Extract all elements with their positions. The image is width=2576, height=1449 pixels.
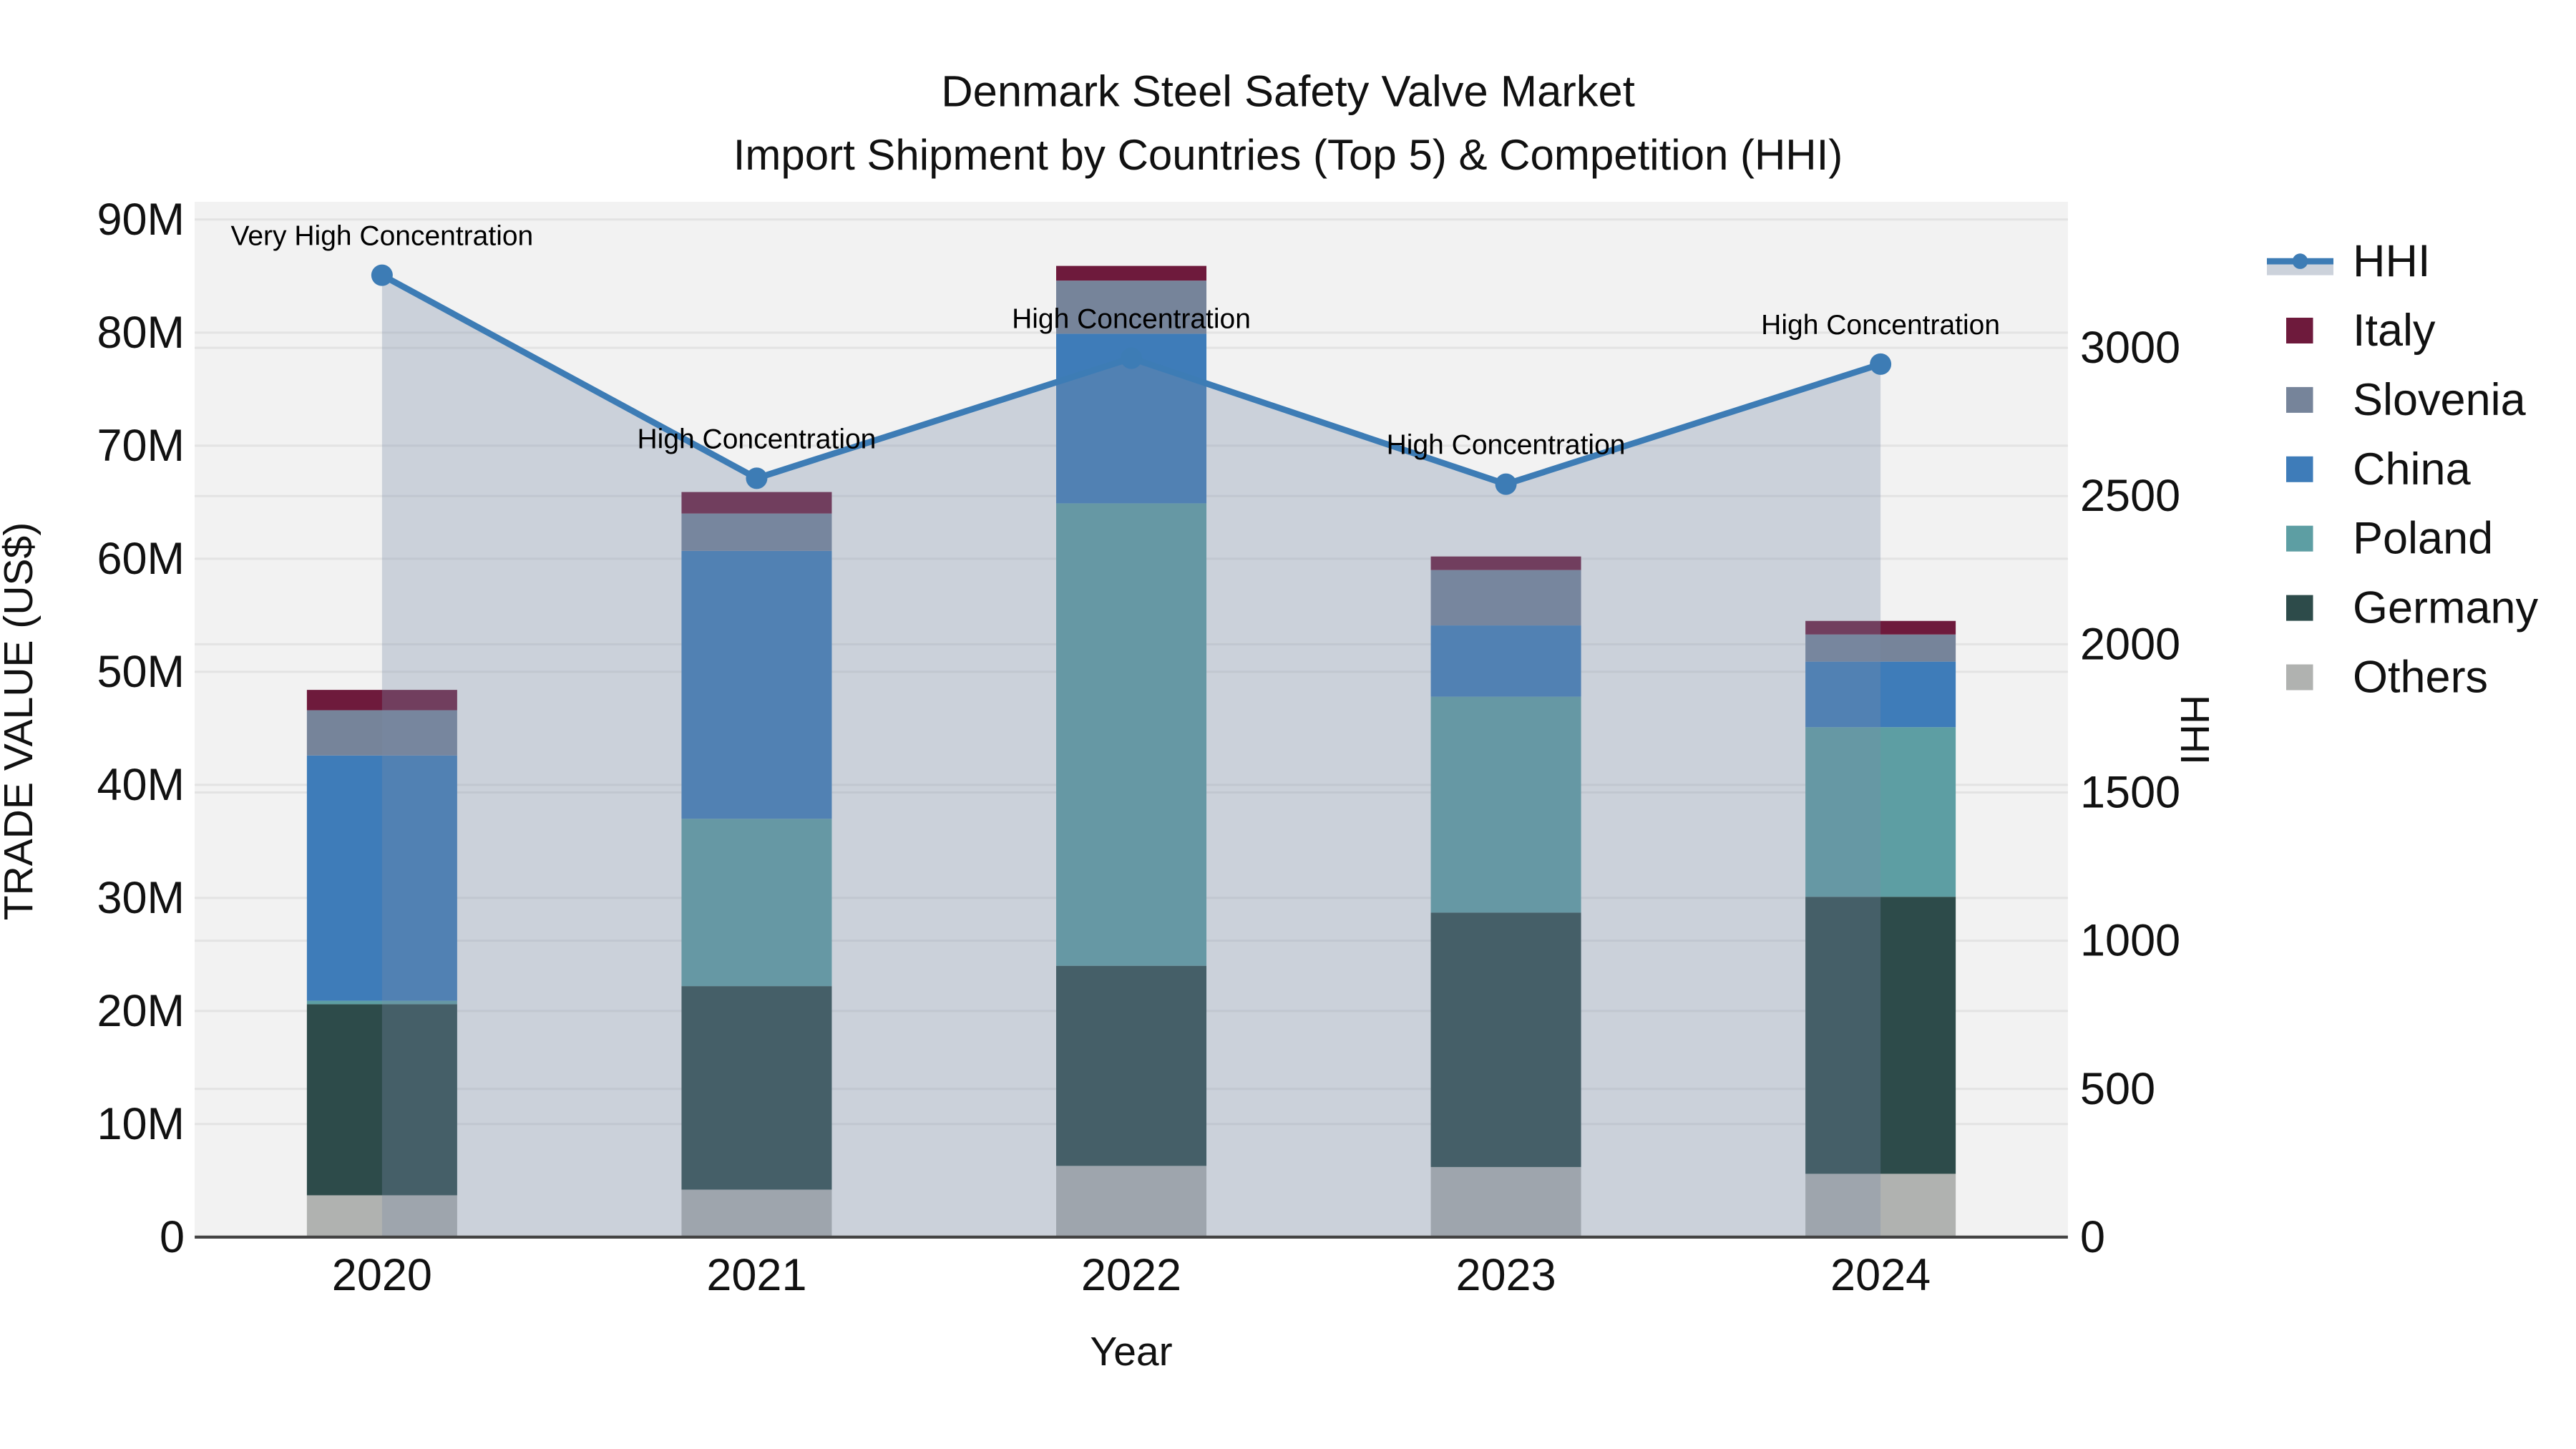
legend-item-china[interactable]: China <box>2286 444 2472 494</box>
x-tick-label-2022: 2022 <box>1081 1250 1181 1300</box>
y-right-tick-label-2500: 2500 <box>2080 471 2180 521</box>
chart-title: Denmark Steel Safety Valve Market <box>941 67 1635 117</box>
y-right-tick-label-3000: 3000 <box>2080 323 2180 373</box>
bar-segment-poland-2023[interactable] <box>1430 696 1581 913</box>
y-right-tick-label-1500: 1500 <box>2080 767 2180 817</box>
legend-label-china: China <box>2353 444 2472 494</box>
y-axis-title-right: HHI <box>2172 695 2218 765</box>
annotations-group: Very High Concentration High Concentratio… <box>231 221 2001 461</box>
hhi-marker-2024[interactable] <box>1870 353 1892 375</box>
bar-segment-china-2024[interactable] <box>1805 661 1956 728</box>
bar-segment-germany-2024[interactable] <box>1805 897 1956 1174</box>
bar-segment-italy-2021[interactable] <box>681 492 832 514</box>
bar-segment-germany-2023[interactable] <box>1430 912 1581 1167</box>
bar-segment-china-2021[interactable] <box>681 550 832 819</box>
x-tick-label-2024: 2024 <box>1830 1250 1931 1300</box>
bar-segment-poland-2022[interactable] <box>1056 503 1206 966</box>
x-tick-label-2021: 2021 <box>706 1250 806 1300</box>
y-left-tick-label-50M: 50M <box>97 647 185 697</box>
legend-item-poland[interactable]: Poland <box>2286 514 2493 564</box>
bar-segment-others-2020[interactable] <box>306 1195 457 1237</box>
bar-segment-china-2023[interactable] <box>1430 625 1581 697</box>
chart-subtitle: Import Shipment by Countries (Top 5) & C… <box>733 131 1843 179</box>
y-left-tick-label-30M: 30M <box>97 873 185 923</box>
bar-segment-others-2023[interactable] <box>1430 1166 1581 1237</box>
bar-segment-slovenia-2021[interactable] <box>681 513 832 551</box>
legend-label-slovenia: Slovenia <box>2353 375 2527 425</box>
bar-segment-italy-2023[interactable] <box>1430 556 1581 570</box>
annotation-2022: High Concentration <box>1012 304 1251 335</box>
legend-label-poland: Poland <box>2353 514 2493 564</box>
hhi-marker-2021[interactable] <box>746 467 768 489</box>
legend-item-hhi[interactable]: HHI <box>2267 236 2431 286</box>
stacked-bars-group <box>306 265 1956 1237</box>
y-right-tick-label-1000: 1000 <box>2080 916 2180 966</box>
annotation-2024: High Concentration <box>1761 310 2000 341</box>
bar-segment-poland-2021[interactable] <box>681 819 832 987</box>
bar-segment-italy-2022[interactable] <box>1056 265 1206 281</box>
legend-item-germany[interactable]: Germany <box>2286 583 2539 633</box>
bar-segment-italy-2020[interactable] <box>306 690 457 711</box>
legend-label-others: Others <box>2353 653 2488 703</box>
y-axis-title-left: TRADE VALUE (US$) <box>0 522 42 920</box>
axes-group: 0 10M 20M 30M 40M 50M 60M 70M 80M 90M 0 500 1000 1500… <box>97 195 2180 1300</box>
legend-swatch-others <box>2286 664 2313 691</box>
y-left-tick-label-40M: 40M <box>97 760 185 810</box>
bar-segment-slovenia-2022[interactable] <box>1056 280 1206 334</box>
bar-segment-italy-2024[interactable] <box>1805 620 1956 635</box>
legend-label-hhi: HHI <box>2353 236 2431 286</box>
hhi-marker-2022[interactable] <box>1121 347 1142 369</box>
bar-segment-germany-2022[interactable] <box>1056 965 1206 1166</box>
x-axis-title: Year <box>1090 1329 1172 1375</box>
y-left-tick-label-60M: 60M <box>97 534 185 584</box>
hhi-area-fill <box>381 275 1881 1237</box>
annotation-2023: High Concentration <box>1387 430 1626 461</box>
legend: HHI Italy Slovenia China Poland Germany Others <box>2267 236 2539 703</box>
bar-segment-china-2020[interactable] <box>306 755 457 1001</box>
bar-segment-slovenia-2023[interactable] <box>1430 570 1581 626</box>
y-right-tick-label-2000: 2000 <box>2080 619 2180 669</box>
legend-item-slovenia[interactable]: Slovenia <box>2286 375 2527 425</box>
bar-segment-poland-2020[interactable] <box>306 1000 457 1005</box>
legend-swatch-germany <box>2286 595 2313 621</box>
bar-segment-slovenia-2020[interactable] <box>306 710 457 756</box>
legend-swatch-italy <box>2286 318 2313 343</box>
x-tick-label-2023: 2023 <box>1455 1250 1556 1300</box>
annotation-2021: High Concentration <box>638 424 877 454</box>
y-right-tick-label-0: 0 <box>2080 1212 2105 1262</box>
bar-segment-germany-2020[interactable] <box>306 1004 457 1196</box>
hhi-line-group <box>371 264 1892 495</box>
bar-segment-poland-2024[interactable] <box>1805 727 1956 897</box>
y-left-tick-label-90M: 90M <box>97 195 185 245</box>
bar-segment-others-2021[interactable] <box>681 1189 832 1237</box>
bar-segment-others-2024[interactable] <box>1805 1174 1956 1237</box>
y-left-tick-label-70M: 70M <box>97 421 185 471</box>
hhi-marker-2020[interactable] <box>371 264 393 286</box>
legend-swatch-poland <box>2286 525 2313 552</box>
y-left-tick-label-10M: 10M <box>97 1099 185 1149</box>
legend-item-others[interactable]: Others <box>2286 653 2488 703</box>
y-left-tick-label-0: 0 <box>160 1212 185 1262</box>
bar-segment-germany-2021[interactable] <box>681 986 832 1190</box>
bar-segment-others-2022[interactable] <box>1056 1166 1206 1237</box>
y-left-tick-label-80M: 80M <box>97 308 185 358</box>
legend-swatch-slovenia <box>2286 386 2313 413</box>
annotation-2020: Very High Concentration <box>231 221 534 252</box>
legend-label-germany: Germany <box>2353 583 2539 633</box>
bar-segment-slovenia-2024[interactable] <box>1805 634 1956 662</box>
hhi-area-group <box>381 275 1881 1237</box>
hhi-marker-2023[interactable] <box>1495 473 1517 495</box>
legend-swatch-china <box>2286 456 2313 482</box>
legend-item-italy[interactable]: Italy <box>2286 306 2436 356</box>
legend-label-italy: Italy <box>2353 306 2436 356</box>
legend-hhi-marker-icon <box>2292 253 2308 269</box>
y-left-tick-label-20M: 20M <box>97 986 185 1036</box>
x-tick-label-2020: 2020 <box>332 1250 432 1300</box>
y-right-tick-label-500: 500 <box>2080 1064 2155 1114</box>
